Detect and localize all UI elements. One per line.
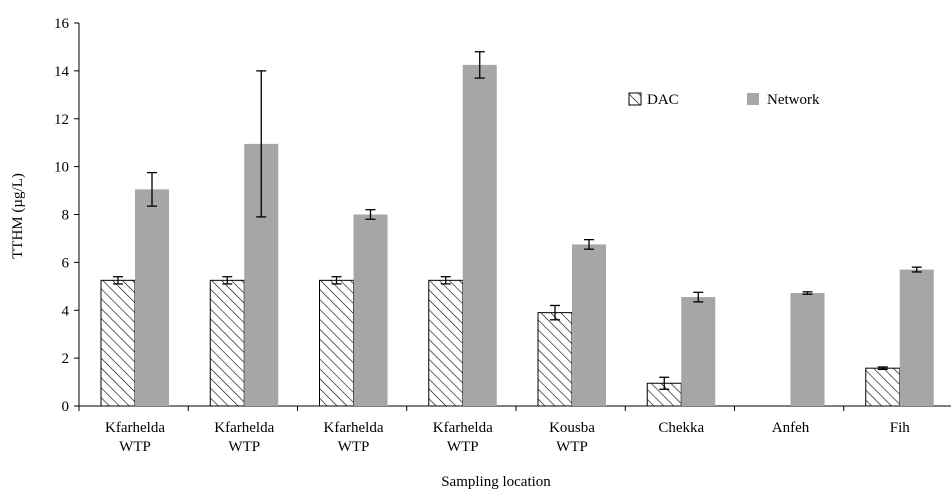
legend-label-dac: DAC (647, 92, 679, 108)
x-category-label: WTP (556, 439, 588, 455)
x-category-label: Kfarhelda (214, 420, 274, 436)
bar-dac (209, 279, 245, 407)
x-category-label: WTP (119, 439, 151, 455)
x-category-label: Kfarhelda (433, 420, 493, 436)
bar-network (899, 269, 934, 406)
legend-label-network: Network (767, 92, 820, 108)
y-tick-label: 8 (62, 208, 70, 224)
y-axis-title: TTHM (µg/L) (10, 173, 26, 259)
y-tick-label: 12 (54, 112, 69, 128)
bar-dac (100, 279, 136, 407)
legend-swatch-dac (628, 92, 642, 106)
x-category-label: WTP (338, 439, 370, 455)
x-category-label: Kfarhelda (105, 420, 165, 436)
bar-dac (428, 279, 464, 407)
bar-dac (537, 312, 573, 407)
bar-network (135, 189, 169, 406)
bar-network (681, 297, 716, 406)
bar-network (353, 214, 388, 406)
x-category-label: Kousba (549, 420, 595, 436)
y-tick-label: 4 (62, 303, 70, 319)
y-tick-label: 0 (62, 399, 70, 415)
y-tick-label: 6 (62, 255, 70, 271)
y-tick-label: 14 (54, 64, 70, 80)
y-tick-label: 16 (54, 16, 70, 32)
x-category-label: WTP (228, 439, 260, 455)
legend-swatch-network (747, 93, 759, 105)
bar-dac (319, 279, 354, 407)
y-tick-label: 10 (54, 160, 69, 176)
bar-network (462, 64, 497, 406)
x-category-label: Fih (890, 420, 911, 436)
x-category-label: Anfeh (772, 420, 810, 436)
x-axis-title: Sampling location (441, 474, 551, 490)
x-category-label: Kfarhelda (324, 420, 384, 436)
y-tick-label: 2 (62, 351, 70, 367)
bar-dac (865, 367, 901, 407)
x-category-label: Chekka (658, 420, 704, 436)
bar-network (572, 244, 606, 406)
x-category-label: WTP (447, 439, 479, 455)
bar-network (790, 293, 825, 406)
